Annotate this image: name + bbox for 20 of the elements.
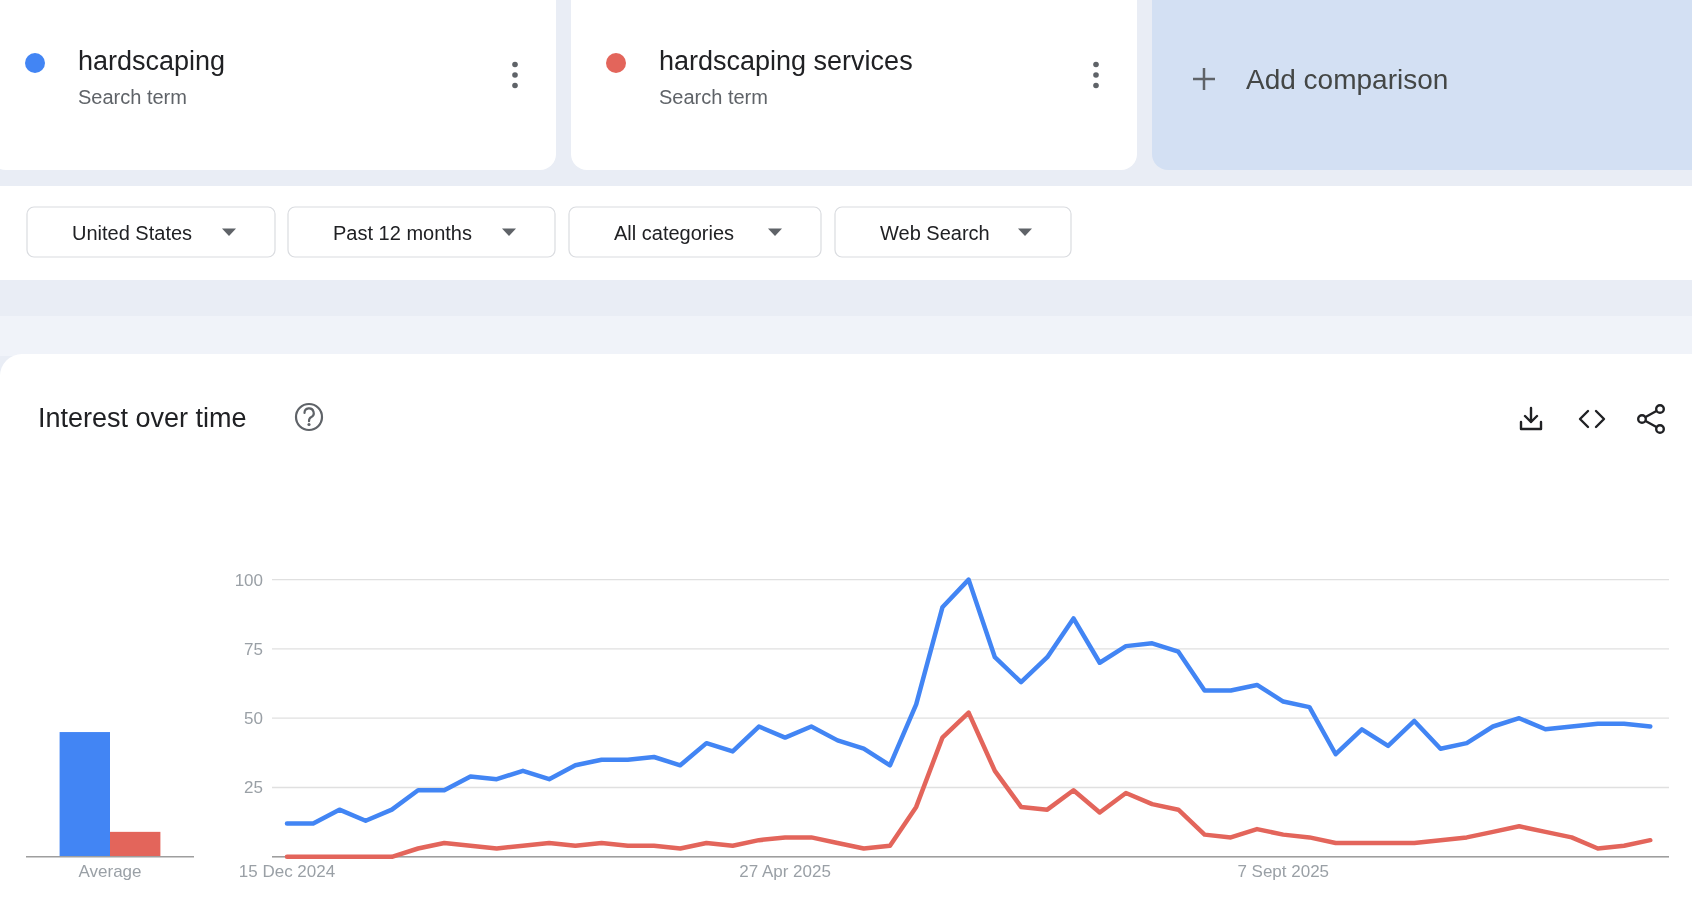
text: United States — [72, 222, 193, 244]
x-tick-label: 15 Dec 2024 — [238, 862, 336, 881]
line-series — [284, 577, 1653, 826]
legend-label: hardscaping services — [659, 46, 913, 76]
chart-title: Interest over time — [38, 403, 247, 433]
text: Search term — [659, 86, 768, 108]
text: Web Search — [880, 222, 990, 244]
text: All categories — [614, 222, 735, 244]
x-tick-label: 7 Sept 2025 — [1237, 862, 1330, 881]
y-tick-label: 75 — [244, 639, 263, 659]
x-tick-label: 27 Apr 2025 — [739, 862, 831, 881]
x-tick-label: Average — [78, 862, 142, 881]
line-series — [284, 710, 1653, 860]
y-tick-label: 100 — [234, 570, 263, 590]
y-tick-label: 50 — [244, 709, 263, 729]
text: Past 12 months — [333, 222, 472, 244]
legend-label: hardscaping — [78, 46, 226, 76]
y-tick-label: 25 — [244, 778, 263, 798]
text: Add comparison — [1246, 64, 1449, 95]
text: Search term — [78, 86, 187, 108]
